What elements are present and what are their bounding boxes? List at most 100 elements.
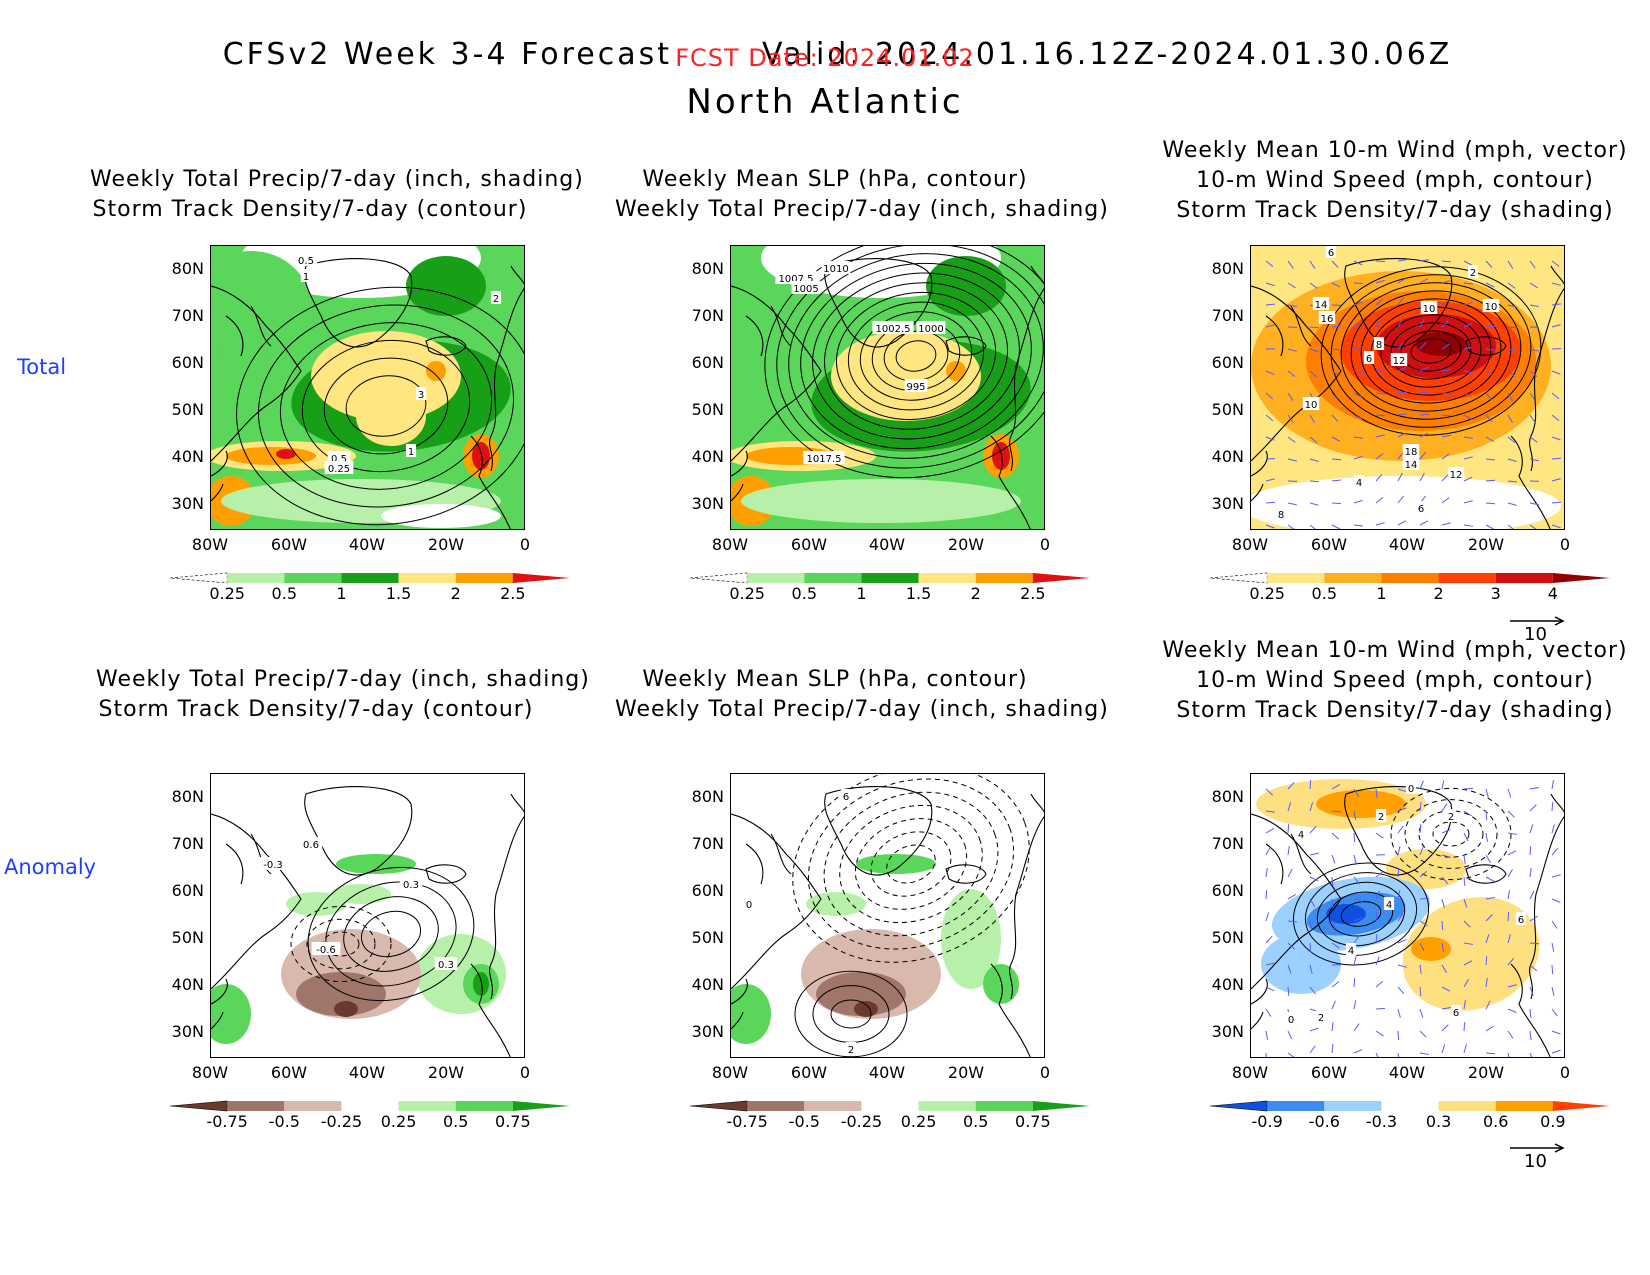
wind-vector	[1265, 1052, 1267, 1057]
dry-anomaly-max	[334, 1001, 358, 1017]
svg-text:0: 0	[1288, 1015, 1294, 1026]
wind-vector	[1551, 524, 1561, 529]
wind-vector	[1331, 810, 1341, 813]
wet-anomaly-labrador	[286, 892, 346, 916]
wind-vector	[1485, 1000, 1491, 1010]
us-east-coast	[731, 978, 748, 1030]
wind-vector	[1375, 890, 1380, 900]
lon-tick-label: 20W	[1467, 1063, 1505, 1082]
wind-vector	[1331, 260, 1339, 268]
lat-tick-label: 70N	[691, 834, 724, 853]
wind-vector	[1309, 414, 1316, 423]
contour-label: 2	[1315, 1010, 1327, 1024]
arrow-icon	[1510, 616, 1565, 626]
wind-vector	[1331, 832, 1339, 840]
wind-vector	[1353, 370, 1363, 374]
wind-vector	[1375, 319, 1383, 328]
wind-vector	[1309, 802, 1314, 812]
colorbar-swatch	[512, 573, 570, 583]
wind-vector	[1331, 282, 1341, 288]
colorbar	[1210, 1100, 1610, 1112]
lon-tick-label: 40W	[868, 1063, 906, 1082]
slp-anomaly-contour-negative	[870, 831, 952, 897]
north-america-coast	[1251, 285, 1342, 462]
wind-vector	[1353, 956, 1357, 966]
wind-vector	[1287, 1052, 1295, 1057]
wind-vector	[1485, 914, 1493, 922]
wind-vector	[1463, 282, 1474, 285]
iceland-coast	[945, 864, 987, 884]
wind-vector	[1463, 920, 1471, 928]
wind-vector	[1353, 524, 1363, 527]
wind-vector	[1375, 298, 1384, 306]
map-slp-total: 1010 1007.5 1005 1002.5 1000 995 1017.5	[730, 245, 1045, 530]
wind-vector	[1507, 436, 1516, 444]
wet-anomaly-iceland	[856, 854, 936, 874]
wind-vector	[1507, 502, 1517, 506]
wind-vector	[1375, 434, 1385, 438]
wind-vector	[1265, 436, 1275, 441]
wind-vector	[1309, 876, 1319, 882]
lon-tick-label: 60W	[270, 1063, 308, 1082]
wind-vector	[1397, 1008, 1401, 1018]
lon-tick-label: 0	[1559, 535, 1571, 554]
contour-label: 2	[845, 1042, 857, 1056]
wind-vector	[1397, 986, 1405, 995]
svg-text:1017.5: 1017.5	[807, 454, 842, 465]
wind-vector	[1353, 917, 1363, 922]
contour-label: 0.5	[294, 253, 318, 267]
track-density-max	[1416, 332, 1466, 356]
wind-vector	[1419, 823, 1422, 834]
contour-label: 8	[1275, 507, 1287, 521]
wind-vector	[1353, 788, 1360, 797]
wind-vector	[1331, 524, 1341, 529]
wind-vector	[1463, 832, 1469, 842]
colorbar-swatch	[284, 573, 342, 583]
track-anomaly-contour	[343, 896, 439, 972]
wind-vector	[1529, 370, 1538, 377]
wind-anomaly-contour-negative	[1404, 799, 1498, 869]
wind-vector	[1309, 898, 1316, 907]
title-precip-anom: Weekly Total Precip/7-day (inch, shading…	[96, 667, 590, 722]
wind-vector	[1551, 303, 1561, 306]
wind-vector	[1375, 788, 1378, 798]
wind-vector	[1485, 788, 1489, 798]
lat-tick-label: 50N	[691, 928, 724, 947]
wind-vector	[1485, 348, 1495, 351]
contour-label: 1010	[821, 261, 851, 275]
lat-tick-label: 70N	[171, 834, 204, 853]
wind-vector	[1397, 366, 1407, 372]
slp-anomaly-contour-positive	[830, 999, 872, 1029]
lat-tick-label: 40N	[691, 975, 724, 994]
lon-tick-label: 40W	[348, 1063, 386, 1082]
svg-text:1002.5: 1002.5	[876, 324, 911, 335]
colorbar-swatch	[1267, 1101, 1325, 1111]
lat-tick-label: 60N	[171, 881, 204, 900]
wind-vector	[1507, 832, 1517, 835]
wind-vector	[1485, 370, 1494, 377]
wind-vector	[1397, 890, 1401, 900]
lon-tick-label: 0	[1039, 535, 1051, 554]
colorbar-swatch	[918, 573, 976, 583]
colorbar-tick-label: 2.5	[500, 584, 526, 603]
slp-anomaly-contour-negative	[792, 774, 1030, 963]
colorbar-tick-label: 0.5	[1311, 584, 1337, 603]
svg-text:1010: 1010	[823, 264, 848, 275]
wind-vector	[1419, 1008, 1424, 1018]
svg-text:2: 2	[1378, 812, 1384, 823]
iceland-coast	[945, 336, 987, 356]
contour-label: 3	[415, 387, 427, 401]
vector-ref-arrow-anom	[1508, 1139, 1568, 1158]
contour-label: 4	[1383, 897, 1395, 911]
wind-vector	[1397, 432, 1407, 438]
wind-vector	[1331, 1000, 1336, 1010]
wind-vector	[1529, 890, 1535, 900]
wet-anomaly-iberia-max	[473, 972, 489, 996]
wind-vector	[1485, 260, 1493, 268]
svg-text:2: 2	[1318, 1013, 1324, 1024]
wind-vector	[1463, 942, 1473, 945]
wind-vector	[1397, 297, 1404, 306]
svg-text:8: 8	[1278, 510, 1284, 521]
positive-anomaly-east-core	[1411, 937, 1451, 961]
lat-tick-label: 80N	[171, 259, 204, 278]
